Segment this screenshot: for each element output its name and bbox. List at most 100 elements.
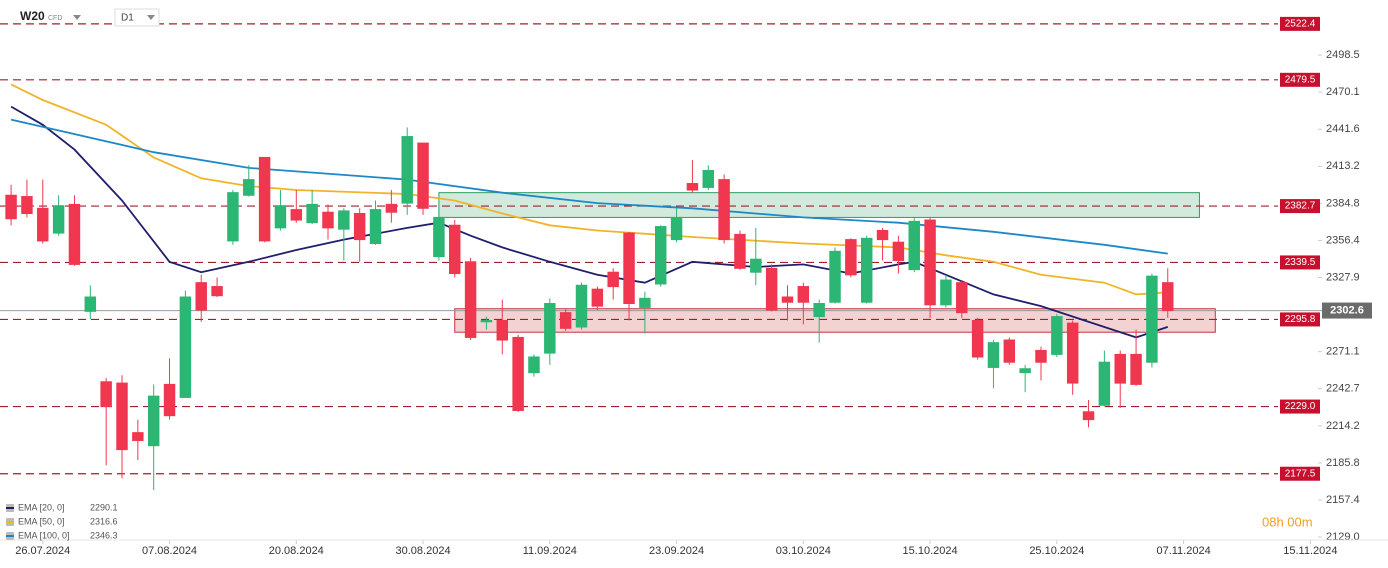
candle-body [750, 258, 762, 273]
candle-body [686, 183, 699, 191]
legend-value: 2316.6 [90, 516, 118, 526]
level-label: 2295.8 [1285, 314, 1316, 325]
candle-body [860, 237, 873, 303]
candle-body [1035, 349, 1047, 363]
candle-body [1051, 316, 1063, 355]
level-label: 2382.7 [1285, 201, 1316, 212]
candle-body [21, 196, 33, 215]
legend-name: EMA [50, 0] [18, 516, 65, 526]
candle-body [385, 203, 398, 213]
candle-body [258, 156, 271, 242]
dropdown-arrow[interactable] [147, 15, 155, 20]
candle-body [845, 239, 857, 276]
timeframe: D1 [121, 13, 134, 24]
candle-body [1146, 275, 1158, 363]
legend-value: 2346.3 [90, 530, 118, 540]
candle-body [702, 169, 714, 188]
level-label: 2339.5 [1285, 257, 1316, 268]
candle-body [623, 232, 635, 305]
candle-body [480, 319, 493, 323]
candle-body [654, 226, 667, 285]
candle-body [575, 284, 588, 328]
candle-body [353, 213, 366, 241]
candle-body [1082, 411, 1095, 421]
level-label: 2479.5 [1285, 74, 1316, 85]
zone [438, 192, 1200, 218]
candle-body [243, 179, 255, 196]
candle-body [987, 342, 1000, 368]
candle-body [163, 383, 176, 417]
candle-body [449, 224, 461, 275]
candle-body [417, 142, 429, 209]
candle-body [37, 207, 49, 242]
candle-body [147, 395, 160, 447]
candle-body [496, 319, 509, 341]
candle-body [829, 250, 841, 303]
candle-body [195, 282, 207, 311]
candle-body [591, 288, 604, 307]
level-badge [1280, 399, 1320, 414]
y-tick-label: 2271.1 [1326, 346, 1360, 358]
timeframe-select[interactable] [114, 8, 160, 27]
y-tick-label: 2185.8 [1326, 457, 1360, 469]
y-tick-label: 2129.0 [1326, 531, 1360, 543]
candle-body [100, 381, 112, 408]
candle-body [433, 216, 445, 258]
candle-body [670, 216, 683, 241]
level-label: 2229.0 [1285, 401, 1316, 412]
x-tick-label: 30.08.2024 [396, 545, 451, 557]
level-badge [1280, 72, 1320, 87]
candle-body [68, 203, 81, 265]
candle-body [5, 194, 17, 220]
level-badge [1280, 312, 1320, 327]
candle-body [797, 286, 810, 303]
x-tick-label: 26.07.2024 [15, 545, 70, 557]
candle-body [274, 205, 287, 229]
candle-body [464, 261, 477, 338]
level-label: 2177.5 [1285, 468, 1316, 479]
candle-body [639, 297, 651, 308]
candle-body [1162, 282, 1174, 312]
y-tick-label: 2498.5 [1326, 49, 1360, 61]
x-tick-label: 15.10.2024 [903, 545, 958, 557]
last-price-badge [1322, 302, 1372, 319]
x-tick-label: 11.09.2024 [523, 545, 577, 557]
y-tick-label: 2413.2 [1326, 160, 1360, 172]
y-tick-label: 2214.2 [1326, 420, 1360, 432]
candle-body [52, 205, 65, 234]
ema-line [10, 83, 1168, 296]
candle-body [369, 209, 382, 245]
x-tick-label: 07.08.2024 [142, 545, 197, 557]
candle-body [956, 282, 968, 314]
candle-body [971, 319, 984, 358]
candle-body [132, 432, 144, 441]
last-price-label: 2302.6 [1330, 304, 1364, 316]
candle-body [1066, 322, 1079, 384]
y-tick-label: 2242.7 [1326, 383, 1360, 395]
y-tick-label: 2384.8 [1326, 197, 1360, 209]
y-tick-label: 2470.1 [1326, 86, 1360, 98]
candle-body [813, 303, 825, 318]
legend-name: EMA [20, 0] [18, 502, 65, 512]
dropdown-arrow[interactable] [73, 15, 81, 20]
candle-body [734, 233, 746, 269]
countdown: 08h 00m [1262, 514, 1313, 529]
ema-line [10, 118, 1168, 255]
candle-body [892, 241, 905, 261]
x-tick-label: 25.10.2024 [1029, 545, 1084, 557]
candle-body [227, 192, 239, 242]
ema-line [10, 105, 1169, 339]
candle-body [765, 267, 778, 311]
x-tick-label: 15.11.2024 [1283, 545, 1337, 557]
candle-body [544, 303, 556, 354]
x-tick-label: 03.10.2024 [776, 545, 831, 557]
candle-body [924, 219, 936, 306]
badge: CFD [48, 15, 62, 22]
plot-area [0, 23, 1322, 491]
y-tick-label: 2157.4 [1326, 494, 1360, 506]
candle-body [179, 296, 192, 398]
level-badge [1280, 16, 1320, 31]
candle-body [1114, 353, 1126, 384]
candle-body [718, 179, 730, 241]
